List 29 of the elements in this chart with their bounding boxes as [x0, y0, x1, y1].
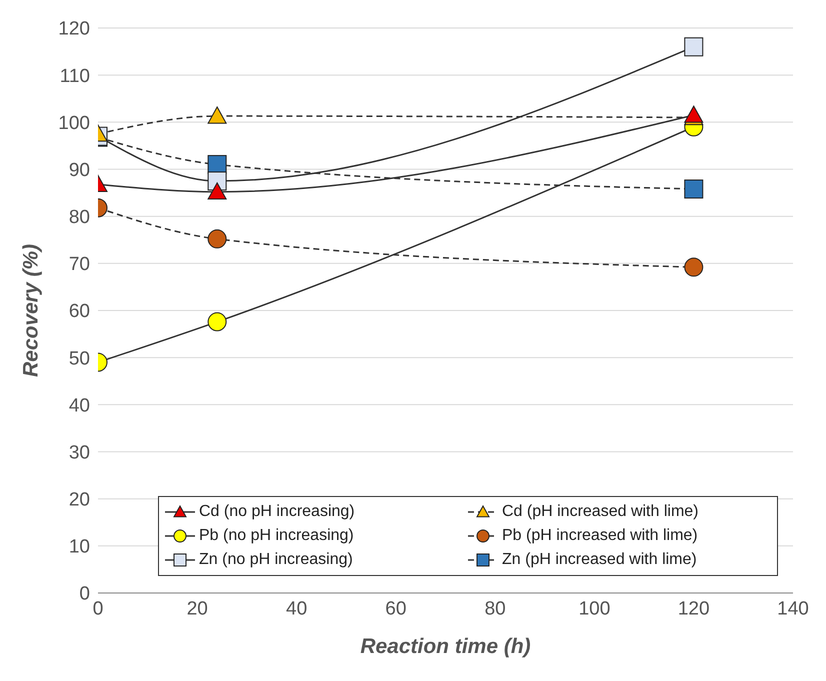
y-axis-title: Recovery (%): [19, 244, 42, 378]
y-tick-label: 50: [68, 348, 90, 370]
x-tick-label: 80: [484, 598, 506, 620]
legend-label: Cd (no pH increasing): [199, 503, 355, 521]
x-tick-label: 60: [385, 598, 406, 620]
x-tick-label: 120: [678, 598, 710, 620]
y-tick-label: 60: [68, 301, 90, 322]
x-tick-label: 140: [777, 598, 809, 620]
x-tick-label: 100: [578, 598, 610, 620]
y-tick-label: 0: [79, 584, 90, 605]
y-tick-label: 120: [58, 18, 90, 40]
y-tick-label: 20: [68, 490, 90, 511]
y-tick-label: 10: [68, 536, 90, 558]
y-tick-label: 70: [68, 254, 90, 276]
legend-label: Zn (no pH increasing): [199, 551, 353, 569]
x-tick-label: 0: [92, 598, 104, 620]
x-tick-label: 20: [186, 598, 208, 620]
y-tick-label: 100: [58, 112, 90, 134]
legend-label: Zn (pH increased with lime): [502, 551, 697, 569]
x-axis-title: Reaction time (h): [360, 635, 531, 658]
legend-label: Pb (no pH increasing): [199, 527, 354, 545]
legend-label: Pb (pH increased with lime): [502, 527, 698, 545]
y-tick-label: 90: [68, 160, 90, 181]
legend-label: Cd (pH increased with lime): [502, 503, 699, 521]
y-tick-label: 30: [68, 442, 90, 464]
x-tick-label: 40: [286, 598, 308, 620]
y-tick-label: 110: [60, 66, 90, 87]
y-tick-label: 40: [68, 395, 90, 416]
y-tick-label: 80: [68, 207, 90, 228]
